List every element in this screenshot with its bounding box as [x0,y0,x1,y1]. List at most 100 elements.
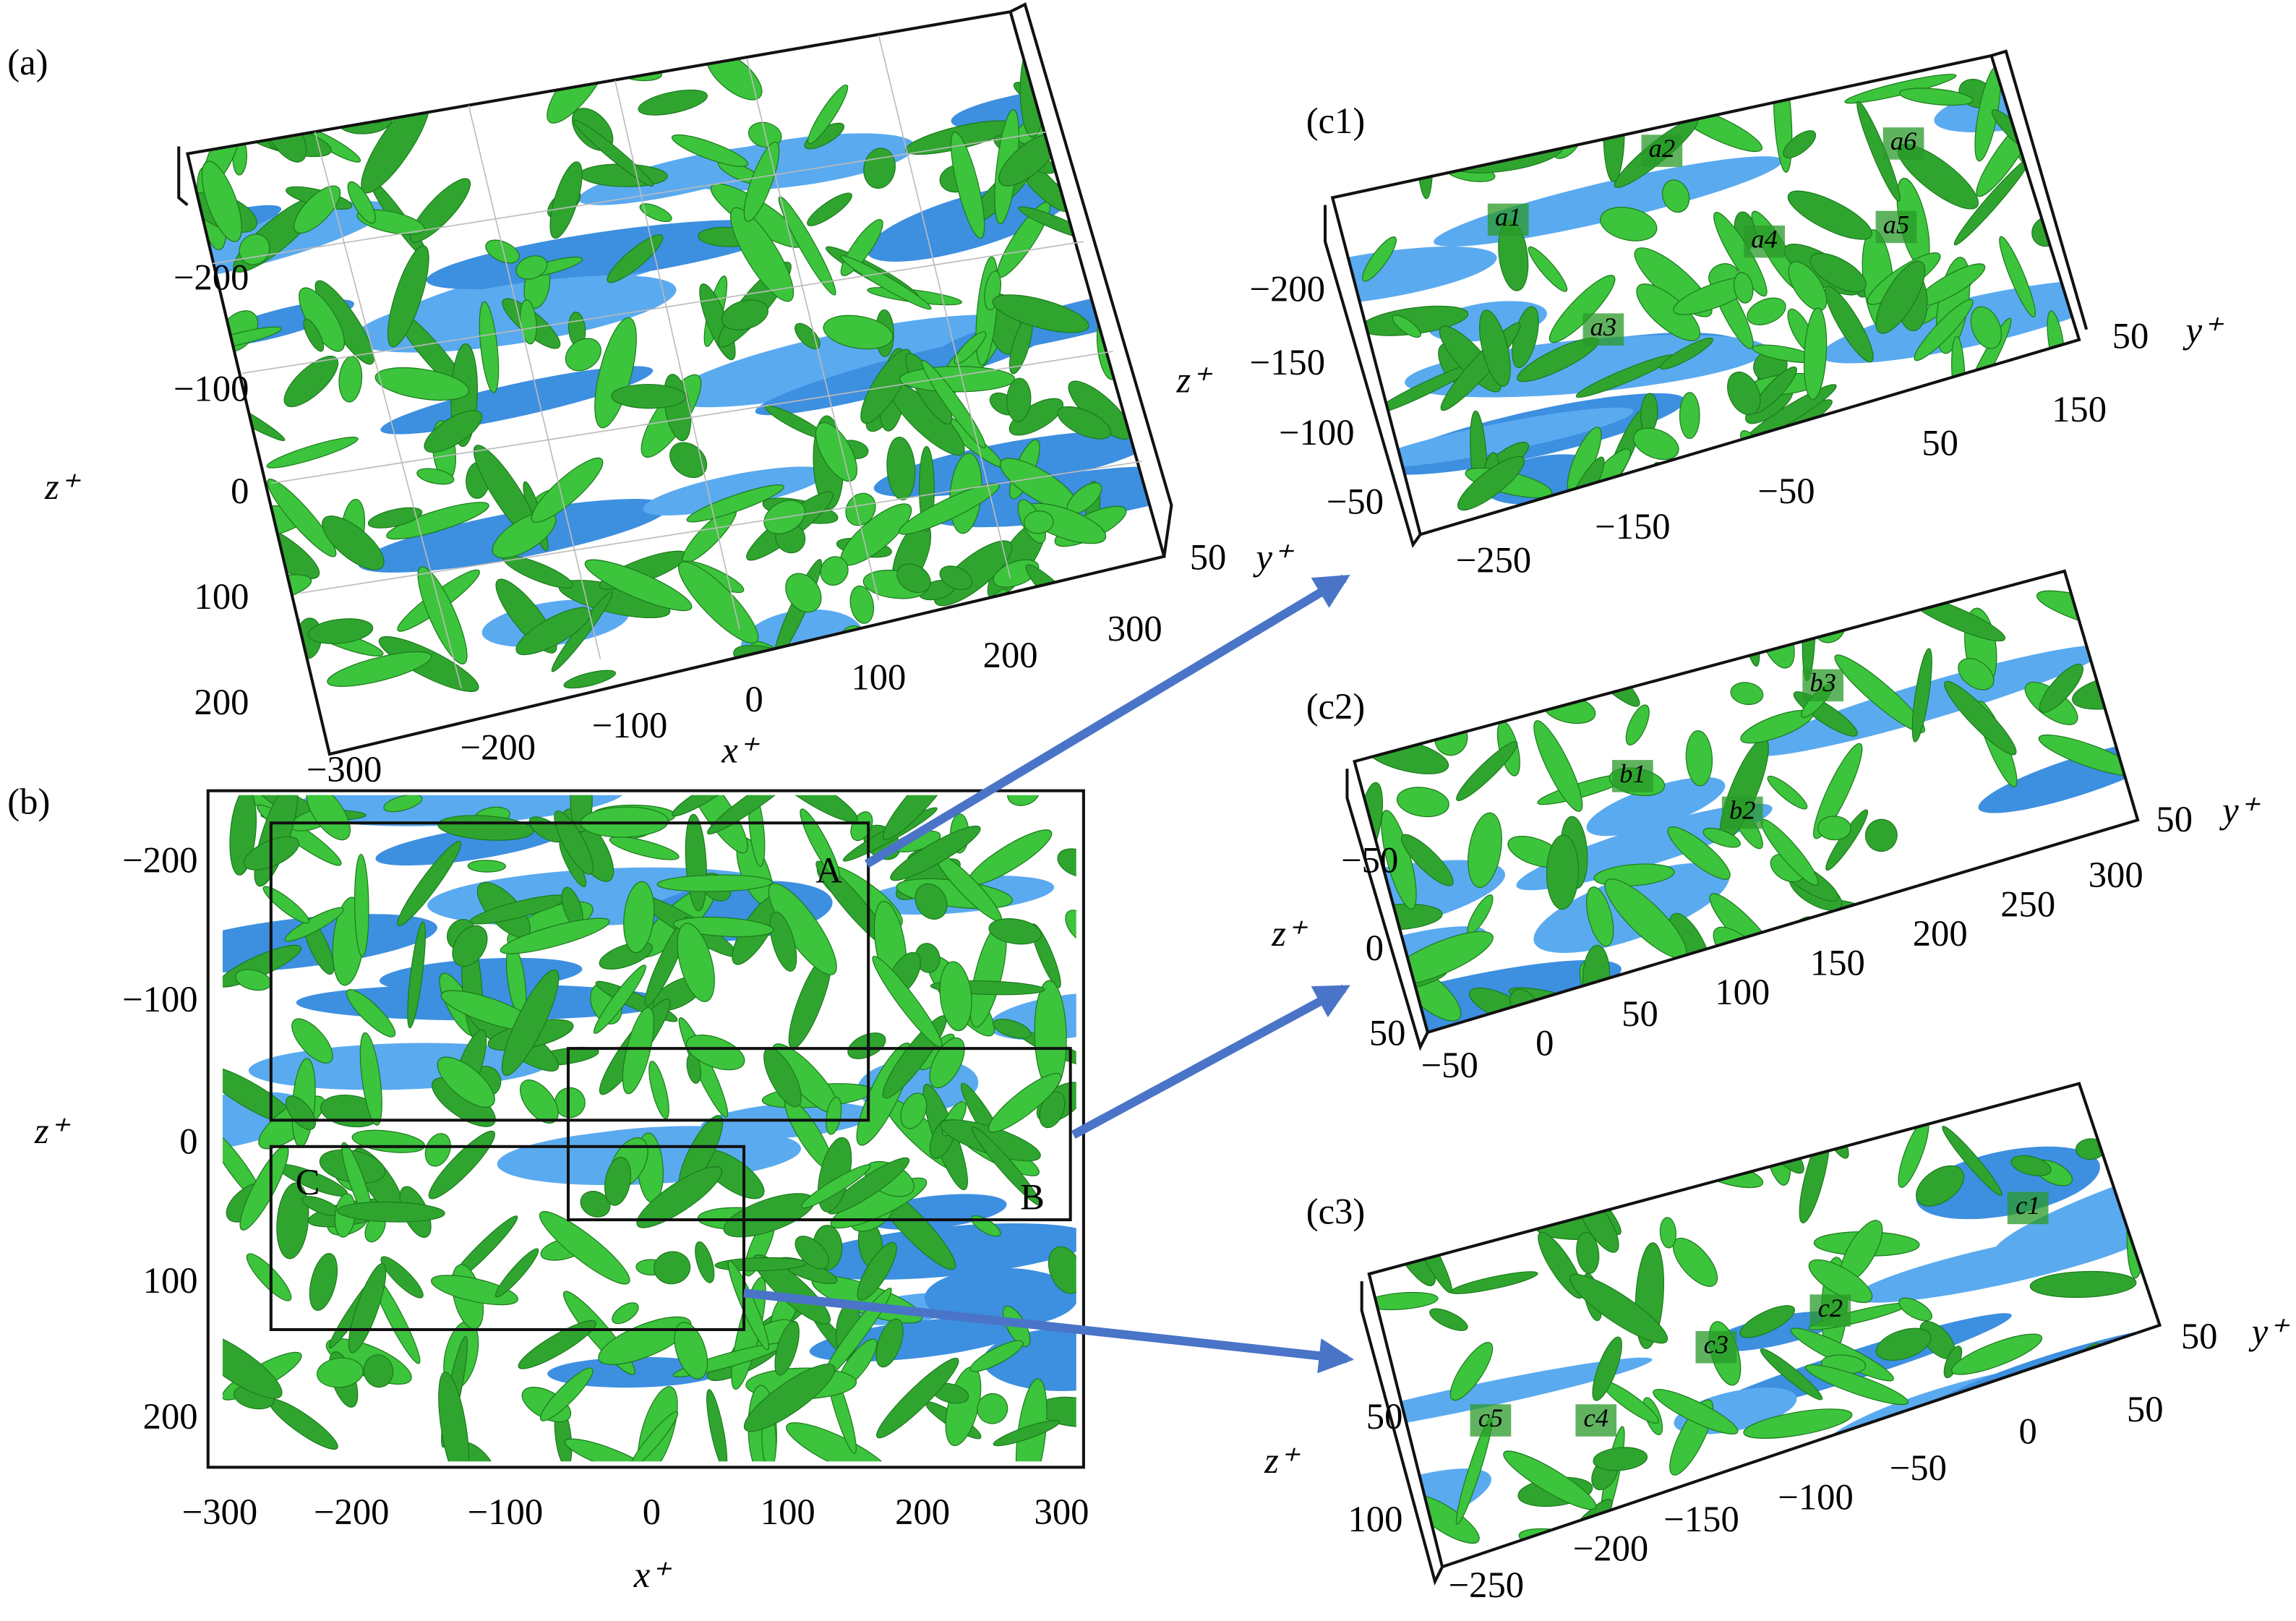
vortex-structure [1834,415,1903,467]
vortex-structure [430,1275,518,1306]
vortex-structure [656,874,773,892]
vortex-structure [1636,283,1701,341]
box-label: C [296,1162,320,1202]
vortex-structure [2029,1270,2137,1299]
vortex-structure [1603,84,1625,182]
vortex-structure [823,315,894,350]
vortex-structure [674,1322,708,1380]
vortex-structure [1662,179,1690,213]
x-tick-label: −150 [1663,1499,1739,1539]
vortex-structure [303,318,325,352]
vortex-structure [1039,1091,1066,1129]
vortex-label: c5 [1478,1403,1503,1432]
x-tick-label: 200 [895,1492,950,1532]
isosurface-group [1354,576,2138,1032]
vortex-structure [1958,375,2009,450]
z-tick-label: −50 [1327,481,1384,521]
vortex-structure [786,1422,892,1462]
vortex-structure [1401,834,1454,886]
vortex-structure [249,573,275,677]
vortex-structure [1569,1274,1669,1344]
vortex-structure [246,1253,292,1301]
vortex-structure [914,883,948,920]
vortex-structure [306,795,351,841]
vortex-structure [494,1248,539,1298]
vortex-structure [706,50,763,100]
vortex-structure [1023,510,1054,534]
vortex-structure [1739,1305,1795,1338]
vortex-structure [1048,1246,1076,1294]
vortex-structure [397,840,462,927]
vortex-structure [1761,1106,1791,1186]
low-speed-streak [380,366,654,435]
vortex-structure [1482,70,1498,112]
vortex-structure [992,294,1089,333]
vortex-structure [1963,439,2003,484]
vortex-structure [291,1018,333,1064]
vortex-structure [612,1302,639,1325]
vortex-structure [672,795,739,817]
x-tick-label: 200 [983,635,1038,675]
vortex-structure [707,795,803,835]
vortex-structure [2126,1170,2148,1279]
vortex-label: c4 [1584,1403,1609,1432]
vortex-structure [623,881,655,954]
vortex-structure [2072,674,2138,710]
vortex-label-bg [1575,1404,1617,1437]
vortex-structure [768,795,858,823]
vortex-structure [1576,1231,1600,1274]
vortex-structure [1082,124,1163,161]
vortex-structure [1368,1291,1439,1311]
vortex-structure [1942,1126,2002,1197]
x-tick-label: −200 [314,1492,390,1532]
vortex-structure [774,1320,800,1376]
z-tick-label: −50 [1341,840,1398,881]
vortex-structure [485,239,520,264]
x-tick-label: 300 [1108,609,1162,649]
vortex-structure [531,457,604,523]
vortex-structure [1538,591,1629,625]
vortex-structure [336,1201,445,1223]
x-tick-label: 50 [1622,993,1658,1034]
vortex-label: a3 [1590,312,1616,341]
panel-label: (c3) [1306,1192,1366,1232]
vortex-structure [367,507,423,529]
vortex-structure [1958,658,1995,690]
z-tick-label: −100 [174,368,249,409]
x-tick-label: 0 [2019,1411,2037,1451]
vortex-structure [1529,1154,1602,1192]
vortex-structure [1760,1348,1823,1400]
vortex-structure [1468,630,1495,692]
low-speed-streak [1359,607,1542,676]
x-tick-label: 100 [1715,972,1770,1012]
vortex-structure [1653,1389,1739,1434]
vortex-structure [1096,307,1123,380]
vortex-structure [898,483,1000,535]
vortex-structure [2036,590,2138,633]
axis-label: y⁺ [2219,790,2260,831]
vortex-structure [845,492,876,526]
vortex-structure [1927,479,2037,513]
vortex-structure [515,607,592,656]
vortex-structure [515,255,548,280]
x-tick-label: −300 [182,1492,258,1532]
vortex-structure [2039,664,2083,713]
axis-label: y⁺ [2248,1312,2289,1352]
vortex-structure [266,437,359,469]
vortex-structure [1615,591,1688,633]
vortex-structure [827,1157,910,1215]
vortex-label: c1 [2016,1191,2040,1220]
vortex-structure [1783,130,1817,158]
axis-label: x⁺ [721,730,759,771]
vortex-structure [359,69,422,114]
arrow [1071,984,1350,1139]
vortex-structure [988,1072,1062,1133]
vortex-structure [1447,137,1564,174]
vortex-structure [378,636,479,692]
vortex-structure [808,84,849,145]
vortex-structure [1702,827,1741,848]
vortex-structure [778,196,836,296]
vortex-structure [387,245,429,348]
vortex-label-bg [1802,669,1844,702]
vortex-structure [1007,795,1040,806]
